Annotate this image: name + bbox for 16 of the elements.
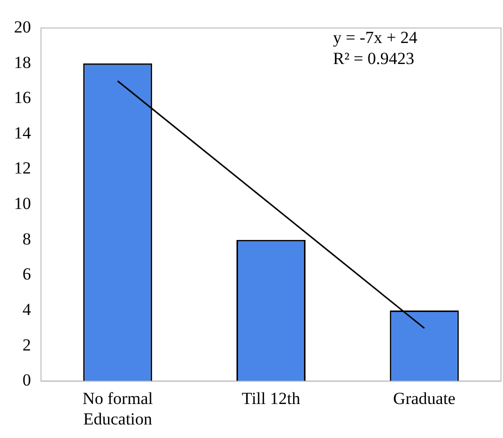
y-tick-label: 4 <box>22 300 32 320</box>
y-tick-label: 8 <box>22 229 31 248</box>
y-tick-label: 20 <box>14 17 31 36</box>
annotation: R² = 0.9423 <box>333 48 414 68</box>
y-tick-label: 16 <box>14 88 31 108</box>
y-tick-label: 12 <box>14 158 31 178</box>
x-tick-label: Till 12th <box>242 388 301 408</box>
y-tick-label: 2 <box>22 335 31 354</box>
y-tick-label: 18 <box>14 52 31 72</box>
y-tick-label: 14 <box>14 123 32 142</box>
annotation: y = -7x + 24 <box>333 28 418 47</box>
y-tick-label: 10 <box>14 194 31 214</box>
x-tick-label: Graduate <box>393 388 456 408</box>
x-tick-label: No formal Education <box>82 388 154 428</box>
y-tick-label: 0 <box>22 370 31 390</box>
y-tick-label: 6 <box>22 264 31 284</box>
